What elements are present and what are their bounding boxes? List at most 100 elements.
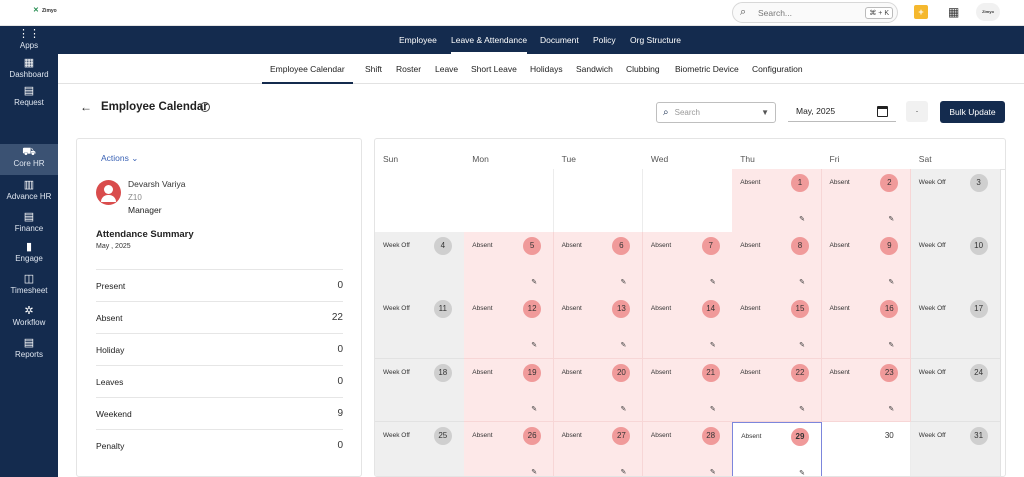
calendar-day-cell[interactable]: Absent 6 ✎	[553, 232, 644, 296]
attendance-summary-title: Attendance Summary	[96, 229, 194, 240]
edit-pencil-icon[interactable]: ✎	[888, 342, 895, 350]
edit-pencil-icon[interactable]: ✎	[620, 342, 627, 350]
calendar-day-cell[interactable]: Absent 23 ✎	[821, 358, 912, 423]
calendar-icon[interactable]	[877, 105, 888, 117]
edit-pencil-icon[interactable]: ✎	[799, 279, 805, 287]
calendar-day-cell[interactable]: 30	[821, 421, 912, 476]
tab-org-structure[interactable]: Org Structure	[630, 35, 682, 45]
add-widget-icon[interactable]: ▦	[948, 5, 960, 19]
app-logo[interactable]: ✕ Zimyo	[33, 7, 57, 14]
sidebar-item-apps[interactable]: ⋮⋮ Apps	[0, 26, 58, 56]
subtab-employee-calendar[interactable]: Employee Calendar	[262, 54, 353, 84]
subtab-short-leave[interactable]: Short Leave	[471, 64, 517, 74]
tab-leave-attendance[interactable]: Leave & Attendance	[451, 26, 528, 54]
calendar-day-cell[interactable]: Absent 29 ✎	[732, 421, 822, 477]
edit-pencil-icon[interactable]: ✎	[709, 405, 716, 413]
calendar-day-cell[interactable]: Absent 15 ✎	[732, 295, 822, 360]
actions-dropdown[interactable]: Actions ⌄	[101, 153, 138, 164]
calendar-day-cell[interactable]: Absent 12 ✎	[464, 295, 555, 360]
employee-search-select[interactable]: ⌕ Search ▼	[656, 102, 776, 123]
subtab-leave[interactable]: Leave	[435, 64, 459, 74]
edit-pencil-icon[interactable]: ✎	[620, 405, 627, 413]
subtab-sandwich[interactable]: Sandwich	[576, 64, 613, 74]
summary-value: 0	[337, 344, 343, 355]
calendar-day-cell[interactable]: Absent 2 ✎	[821, 169, 912, 233]
edit-pencil-icon[interactable]: ✎	[531, 405, 538, 413]
quick-action-icon[interactable]: +	[914, 5, 928, 19]
edit-pencil-icon[interactable]: ✎	[620, 279, 627, 287]
subtab-biometric-device[interactable]: Biometric Device	[675, 64, 739, 74]
calendar-day-cell[interactable]: Absent 9 ✎	[821, 232, 912, 296]
edit-pencil-icon[interactable]: ✎	[888, 216, 895, 223]
sidebar-item-finance[interactable]: ▤ Finance	[0, 209, 58, 239]
calendar-day-cell[interactable]: Absent 26 ✎	[464, 421, 555, 476]
calendar-day-cell[interactable]: Week Off 3	[910, 169, 1001, 233]
sidebar-item-advance-hr[interactable]: ▥ Advance HR	[0, 177, 58, 207]
edit-pencil-icon[interactable]: ✎	[799, 342, 805, 350]
day-number-badge: 6	[612, 237, 631, 256]
sidebar-item-workflow[interactable]: ✲ Workflow	[0, 303, 58, 333]
tab-document[interactable]: Document	[540, 35, 579, 45]
global-search[interactable]: ⌕ Search... ⌘ + K	[732, 2, 898, 23]
subtab-roster[interactable]: Roster	[396, 64, 422, 74]
calendar-day-cell[interactable]: Week Off 31	[910, 421, 1001, 476]
calendar-day-cell[interactable]: Absent 20 ✎	[553, 358, 644, 423]
edit-pencil-icon[interactable]: ✎	[709, 279, 716, 287]
calendar-day-cell[interactable]: Absent 14 ✎	[642, 295, 733, 360]
calendar-day-cell[interactable]: Week Off 17	[910, 295, 1001, 360]
edit-pencil-icon[interactable]: ✎	[799, 216, 805, 223]
edit-pencil-icon[interactable]: ✎	[531, 468, 538, 476]
subtab-holidays[interactable]: Holidays	[530, 64, 563, 74]
calendar-day-cell[interactable]: Absent 27 ✎	[553, 421, 644, 476]
calendar-day-cell[interactable]: Week Off 25	[375, 421, 465, 476]
calendar-day-cell[interactable]: Absent 7 ✎	[642, 232, 733, 296]
sidebar-item-engage[interactable]: ▮ Engage	[0, 239, 58, 269]
subtab-clubbing[interactable]: Clubbing	[626, 64, 660, 74]
sidebar-item-request[interactable]: ▤ Request	[0, 83, 58, 113]
tab-employee[interactable]: Employee	[399, 35, 437, 45]
tab-policy[interactable]: Policy	[593, 35, 616, 45]
subtab-shift[interactable]: Shift	[365, 64, 383, 74]
edit-pencil-icon[interactable]: ✎	[620, 468, 627, 476]
edit-pencil-icon[interactable]: ✎	[709, 342, 716, 350]
sidebar-item-label: Engage	[15, 254, 43, 263]
edit-pencil-icon[interactable]: ✎	[531, 279, 538, 287]
info-icon[interactable]: i	[200, 102, 210, 112]
day-status-label: Week Off	[918, 179, 946, 186]
back-arrow-icon[interactable]: ←	[80, 100, 92, 114]
edit-pencil-icon[interactable]: ✎	[799, 469, 805, 477]
search-icon: ⌕	[740, 6, 747, 18]
edit-pencil-icon[interactable]: ✎	[888, 279, 895, 287]
calendar-day-cell[interactable]: Absent 16 ✎	[821, 295, 912, 360]
calendar-day-cell[interactable]: Absent 1 ✎	[732, 169, 822, 233]
bulk-update-button[interactable]: Bulk Update	[940, 101, 1005, 123]
calendar-day-cell[interactable]: Week Off 10	[910, 232, 1001, 296]
sidebar-item-dashboard[interactable]: ▦ Dashboard	[0, 55, 58, 85]
calendar-day-cell[interactable]: Week Off 4	[375, 232, 465, 296]
edit-pencil-icon[interactable]: ✎	[709, 468, 716, 476]
secondary-nav: Employee Calendar Shift Roster Leave Short L…	[58, 54, 1024, 84]
edit-pencil-icon[interactable]: ✎	[888, 405, 895, 413]
calendar-day-cell[interactable]: Week Off 24	[910, 358, 1001, 423]
day-status-label: Week Off	[383, 431, 410, 439]
month-picker[interactable]: May, 2025	[788, 101, 896, 122]
weekday-header-sun: Sun	[383, 154, 399, 164]
calendar-day-cell[interactable]: Week Off 18	[375, 358, 465, 423]
day-number-badge: 4	[433, 237, 452, 256]
calendar-day-cell[interactable]: Absent 22 ✎	[732, 358, 822, 423]
calendar-day-cell[interactable]: Absent 8 ✎	[732, 232, 822, 296]
calendar-day-cell[interactable]: Absent 21 ✎	[642, 358, 733, 423]
calendar-day-cell[interactable]: Absent 13 ✎	[553, 295, 644, 360]
edit-pencil-icon[interactable]: ✎	[531, 342, 538, 350]
edit-pencil-icon[interactable]: ✎	[799, 405, 805, 413]
calendar-day-cell[interactable]: Week Off 11	[375, 295, 465, 360]
subtab-configuration[interactable]: Configuration	[752, 64, 803, 74]
calendar-day-cell[interactable]: Absent 5 ✎	[464, 232, 555, 296]
sidebar-item-reports[interactable]: ▤ Reports	[0, 335, 58, 365]
sidebar-item-timesheet[interactable]: ◫ Timesheet	[0, 271, 58, 301]
calendar-day-cell[interactable]: Absent 19 ✎	[464, 358, 555, 423]
more-options-button[interactable]: ·	[906, 101, 928, 122]
sidebar-item-core-hr[interactable]: ⛟ Core HR	[0, 144, 58, 175]
user-avatar[interactable]: Zimyo	[976, 3, 1000, 21]
calendar-day-cell[interactable]: Absent 28 ✎	[642, 421, 733, 476]
